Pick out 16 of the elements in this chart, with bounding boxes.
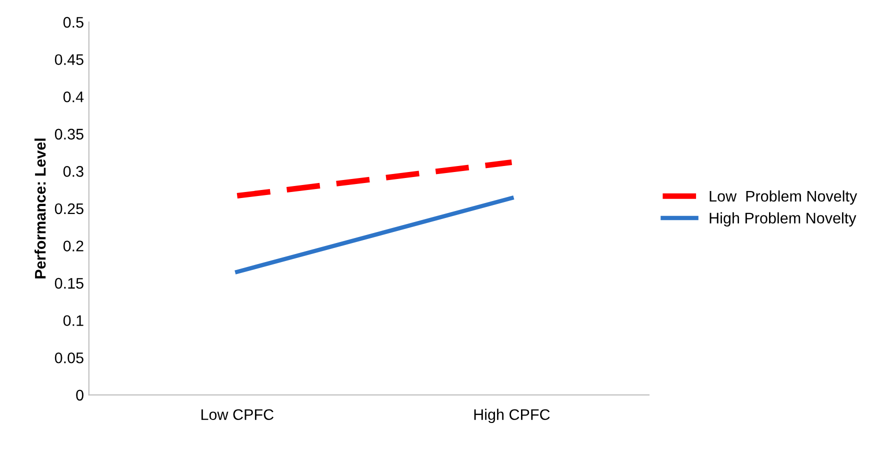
- y-tick-label: 0.25: [54, 203, 84, 214]
- y-tick-label: 0.3: [63, 166, 84, 177]
- y-axis-title: Performance: Level: [34, 138, 46, 278]
- y-tick-label: 0.5: [63, 16, 84, 28]
- y-tick-label: 0.45: [54, 54, 84, 66]
- x-tick-label: High CPFC: [474, 408, 550, 424]
- y-tick-label: 0.35: [54, 128, 84, 140]
- legend-label: High Problem Novelty: [710, 212, 856, 227]
- x-tick-label: Low CPFC: [201, 409, 274, 420]
- y-tick-label: 0: [76, 390, 84, 401]
- legend-label: Low Problem Novelty: [710, 190, 858, 205]
- y-tick-label: 0.1: [63, 315, 84, 326]
- y-tick-label: 0.2: [63, 240, 84, 252]
- y-tick-label: 0.05: [54, 352, 84, 364]
- y-tick-label: 0.4: [63, 91, 84, 102]
- y-tick-label: 0.15: [54, 278, 84, 289]
